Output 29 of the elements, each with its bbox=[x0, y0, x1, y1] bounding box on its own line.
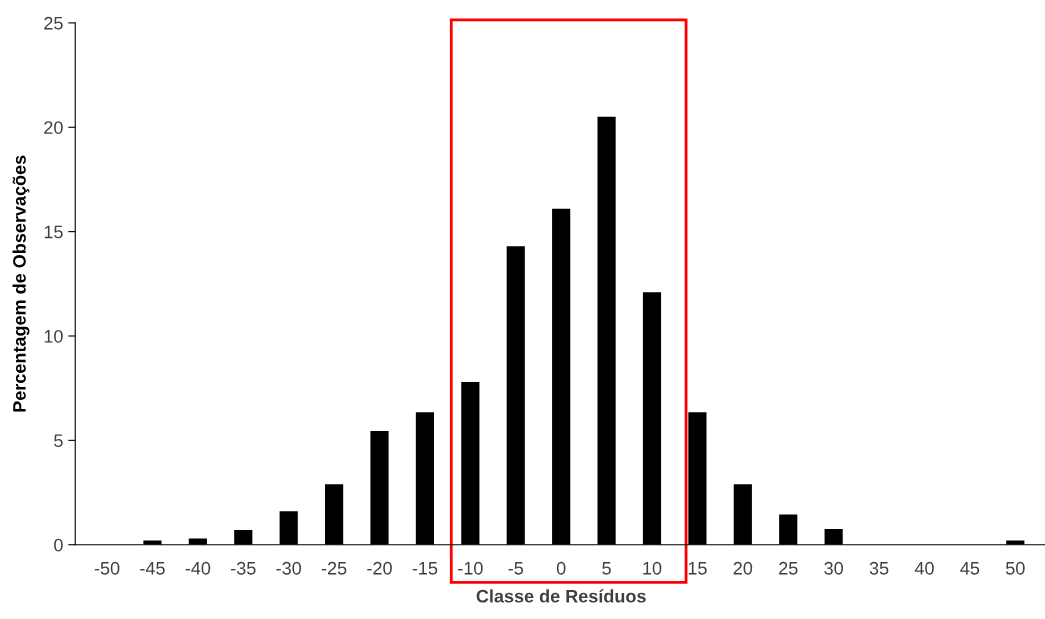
x-tick-label: -5 bbox=[508, 562, 524, 575]
y-tick-label: 0 bbox=[54, 538, 63, 552]
x-tick-label: 15 bbox=[688, 562, 707, 575]
x-tick-label: -45 bbox=[140, 562, 165, 575]
x-tick-label: -40 bbox=[185, 561, 211, 575]
x-tick-label: -25 bbox=[321, 561, 347, 575]
x-tick-label: 5 bbox=[602, 562, 611, 575]
x-tick-label: -20 bbox=[367, 561, 392, 575]
x-tick-label: -50 bbox=[94, 561, 120, 575]
y-tick-label: 15 bbox=[44, 225, 63, 239]
y-tick-label: 10 bbox=[44, 329, 63, 343]
x-tick-label: -30 bbox=[276, 561, 302, 575]
x-tick-label: -10 bbox=[458, 561, 483, 575]
x-tick-label: 25 bbox=[779, 561, 798, 575]
x-tick-label: 0 bbox=[556, 561, 566, 575]
y-tick-label: 25 bbox=[44, 16, 63, 30]
y-tick-label: 20 bbox=[44, 121, 63, 134]
x-tick-label: 45 bbox=[960, 562, 980, 575]
x-tick-label: 35 bbox=[869, 561, 889, 575]
x-tick-label: 50 bbox=[1005, 561, 1025, 575]
x-axis-title: Classe de Resíduos bbox=[476, 589, 646, 603]
x-tick-label: 20 bbox=[733, 561, 753, 575]
y-axis-title: Percentagem de Observações bbox=[12, 155, 30, 412]
x-tick-label: -35 bbox=[231, 561, 256, 575]
x-tick-label: 10 bbox=[643, 561, 662, 575]
y-tick-label: 5 bbox=[54, 434, 63, 448]
x-tick-label: -15 bbox=[412, 562, 438, 575]
x-tick-label: 40 bbox=[914, 561, 934, 575]
x-tick-label: 30 bbox=[824, 561, 843, 575]
